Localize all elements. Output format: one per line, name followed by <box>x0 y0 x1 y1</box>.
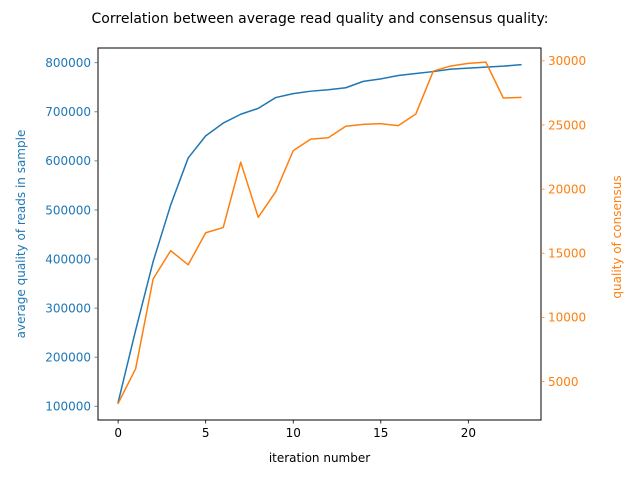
y-right-tick-label: 5000 <box>548 375 579 389</box>
y-left-tick-label: 200000 <box>45 350 91 364</box>
y-right-tick-label: 25000 <box>548 118 586 132</box>
y-axis-right: 5000 10000 15000 20000 25000 30000 <box>541 54 586 389</box>
x-tick-label: 15 <box>373 426 388 440</box>
y-left-tick-label: 400000 <box>45 252 91 266</box>
y-right-tick-label: 20000 <box>548 182 586 196</box>
x-axis: 0 5 10 15 20 <box>114 420 476 440</box>
x-tick-label: 20 <box>461 426 476 440</box>
y-left-tick-label: 500000 <box>45 203 91 217</box>
chart-title: Correlation between average read quality… <box>92 11 549 27</box>
x-tick-label: 5 <box>202 426 210 440</box>
y-right-tick-label: 10000 <box>548 311 586 325</box>
plot-area <box>117 61 522 405</box>
y-axis-left-label: average quality of reads in sample <box>14 130 28 339</box>
y-right-tick-label: 30000 <box>548 54 586 68</box>
x-axis-label: iteration number <box>269 451 370 465</box>
x-tick-label: 10 <box>286 426 301 440</box>
y-left-tick-label: 600000 <box>45 154 91 168</box>
y-left-tick-label: 700000 <box>45 105 91 119</box>
y-left-tick-label: 300000 <box>45 301 91 315</box>
plot-frame <box>97 47 542 421</box>
series-line-read-quality <box>117 63 522 404</box>
y-axis-left: 100000 200000 300000 400000 500000 600000 7000… <box>45 56 98 414</box>
series-line-consensus-quality <box>117 61 522 405</box>
y-axis-right-label: quality of consensus <box>610 175 624 298</box>
y-left-tick-label: 800000 <box>45 56 91 70</box>
y-left-tick-label: 100000 <box>45 400 91 414</box>
x-tick-label: 0 <box>114 426 122 440</box>
y-right-tick-label: 15000 <box>548 247 586 261</box>
